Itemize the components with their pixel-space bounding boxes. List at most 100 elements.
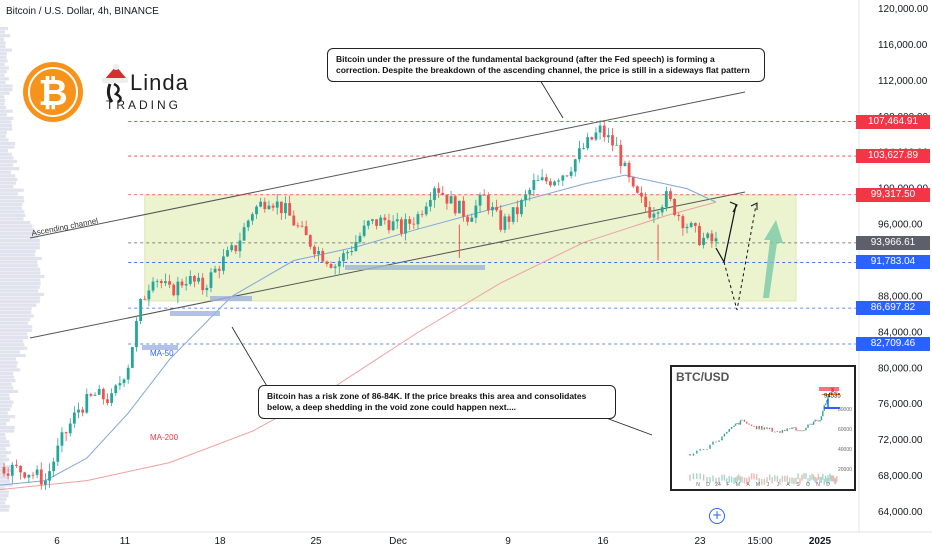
volume-profile-bar: [0, 432, 6, 437]
candle-body: [375, 219, 378, 226]
volume-profile-bar: [0, 30, 5, 34]
weekly-inset-chart: BTC/USD 94535 80000 60000 40000 20000 N D 24 F M A…: [670, 365, 856, 491]
bullish-arrow-icon: [763, 220, 783, 298]
support-highlight: [170, 311, 220, 316]
candle-body: [491, 206, 494, 211]
candle-body: [106, 399, 109, 403]
candle-body: [10, 464, 14, 476]
candle-body: [246, 220, 250, 228]
volume-profile-bar: [0, 156, 14, 160]
inset-volume-bar: [761, 478, 763, 485]
inset-volume-bar: [824, 475, 827, 482]
candle-body: [31, 474, 35, 476]
inset-volume-bar: [828, 477, 830, 484]
candle-body: [474, 205, 478, 218]
volume-profile-bar: [0, 206, 22, 210]
volume-profile-bar: [0, 177, 18, 182]
volume-profile-bar: [0, 249, 36, 253]
inset-support-marker: [824, 407, 840, 409]
inset-volume-bar: [822, 473, 824, 480]
volume-profile-bar: [0, 52, 7, 56]
candle-body: [226, 250, 229, 257]
volume-profile-bar: [0, 350, 20, 354]
candle-body: [52, 461, 56, 472]
volume-profile-bar: [0, 486, 5, 491]
volume-profile-bar: [0, 386, 14, 390]
inset-candle: [788, 428, 791, 430]
volume-profile-bar: [0, 458, 10, 462]
volume-profile-bar: [0, 368, 21, 372]
candle-body: [544, 177, 548, 182]
candle-body: [238, 240, 242, 252]
volume-profile-bar: [0, 34, 11, 38]
inset-candle: [811, 423, 813, 425]
inset-volume-bar: [766, 477, 768, 484]
volume-profile-bar: [0, 318, 31, 322]
y-tick-label: 76,000.00: [878, 399, 923, 410]
volume-profile-bar: [0, 228, 35, 232]
inset-volume-bar: [715, 478, 717, 485]
inset-volume-bar: [832, 475, 834, 482]
brand-logo: Linda TRADING: [100, 64, 190, 120]
candle-body: [594, 132, 598, 140]
candle-body: [449, 196, 453, 204]
y-tick-label: 112,000.00: [878, 76, 928, 87]
inset-candle: [741, 419, 743, 421]
inset-candle: [709, 444, 711, 449]
candle-body: [288, 203, 292, 216]
candle-body: [383, 217, 387, 221]
note-bottom-pointer-left: [231, 326, 269, 389]
santa-hat-icon: [102, 64, 128, 104]
inset-x-tick: N: [816, 482, 820, 488]
add-plus-icon[interactable]: +: [709, 508, 725, 524]
volume-profile-bar: [0, 321, 29, 325]
volume-profile-bar: [0, 361, 18, 365]
candle-body: [126, 367, 130, 380]
inset-x-tick: D: [706, 482, 710, 488]
inset-candle: [692, 453, 695, 456]
y-tick-label: 64,000.00: [878, 507, 923, 518]
candle-body: [520, 200, 523, 215]
volume-profile-bar: [0, 106, 7, 110]
volume-profile-bar: [0, 95, 5, 99]
volume-profile-bar: [0, 44, 6, 49]
inset-volume-bar: [774, 475, 776, 482]
candle-body: [147, 290, 151, 300]
volume-profile-bar: [0, 343, 25, 347]
volume-profile-bar: [0, 504, 10, 509]
inset-volume-bar: [793, 478, 795, 485]
volume-profile-bar: [0, 123, 12, 128]
inset-candle: [826, 400, 828, 404]
candle-body: [313, 246, 316, 255]
candle-body: [536, 180, 540, 181]
inset-candle: [816, 419, 818, 421]
inset-volume-bar: [833, 477, 836, 484]
inset-volume-bar: [771, 477, 773, 484]
inset-candle: [738, 423, 740, 425]
candle-body: [437, 188, 441, 193]
brand-name: Linda: [130, 70, 189, 95]
inset-y-tick: 40000: [838, 447, 852, 453]
volume-profile-bar: [0, 131, 7, 135]
candle-body: [263, 201, 267, 210]
inset-volume-bar: [784, 475, 786, 482]
candle-body: [511, 207, 515, 222]
candle-body: [101, 388, 105, 400]
inset-y-tick: 80000: [838, 407, 852, 413]
candle-body: [424, 206, 428, 215]
inset-volume-bar: [795, 477, 797, 484]
projection-down-path: [723, 204, 757, 311]
inset-candle: [748, 423, 750, 425]
volume-profile-bar: [0, 292, 45, 297]
price-level-tag: 103,627.89: [856, 149, 930, 164]
support-highlight: [142, 345, 178, 350]
inset-candle: [761, 425, 763, 430]
price-level-tag: 99,317.50: [856, 187, 930, 202]
candle-body: [184, 283, 188, 286]
inset-volume-bar: [721, 474, 723, 481]
inset-volume-bar: [758, 477, 760, 484]
volume-profile-bar: [0, 73, 5, 77]
candle-body: [122, 379, 126, 384]
candle-body: [445, 194, 449, 204]
